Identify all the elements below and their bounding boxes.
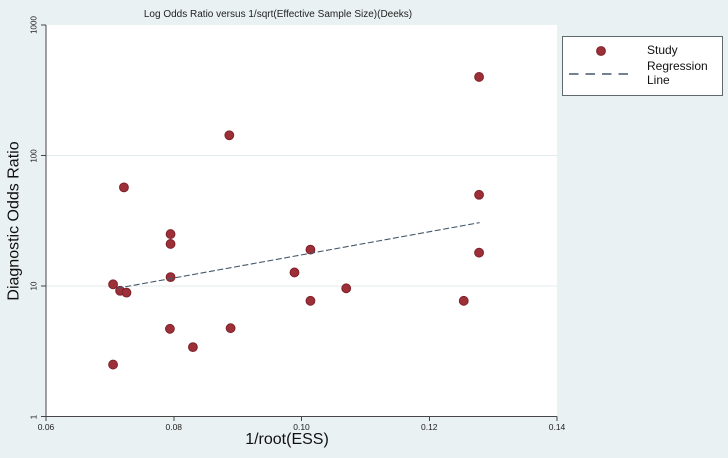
- study-point: [305, 244, 316, 255]
- study-point: [305, 295, 316, 306]
- study-point: [341, 283, 352, 294]
- regression-line: [116, 222, 480, 289]
- x-axis-title: 1/root(ESS): [245, 431, 329, 448]
- study-point: [165, 272, 176, 283]
- legend-item-study: Study: [563, 43, 722, 58]
- study-point: [224, 130, 235, 141]
- plot-area: [46, 25, 557, 417]
- x-tick-label: 0.06: [37, 422, 55, 432]
- x-tick-label: 0.12: [420, 422, 438, 432]
- study-point: [165, 229, 176, 239]
- study-point: [225, 323, 236, 334]
- study-point: [119, 182, 129, 193]
- study-point: [474, 189, 484, 200]
- y-axis-title: Diagnostic Odds Ratio: [6, 141, 23, 301]
- study-point: [458, 295, 469, 306]
- x-tick-label: 0.10: [293, 422, 310, 432]
- legend-regression-label: Regression Line: [647, 59, 708, 87]
- study-point: [289, 267, 300, 278]
- y-tick-label: 100: [29, 148, 39, 163]
- study-point: [474, 247, 484, 258]
- x-tick-label: 0.08: [165, 422, 183, 432]
- study-marker-icon: [563, 45, 639, 57]
- y-tick-label: 10: [29, 281, 39, 291]
- study-point: [474, 72, 484, 82]
- study-point: [165, 239, 176, 249]
- chart-title: Log Odds Ratio versus 1/sqrt(Effective S…: [143, 9, 413, 20]
- y-tick-label: 1: [29, 414, 39, 419]
- study-point: [108, 359, 118, 370]
- legend-item-regression: Regression Line: [563, 59, 722, 88]
- y-tick-label: 1000: [29, 16, 39, 34]
- legend-study-label: Study: [647, 43, 678, 58]
- study-point: [165, 323, 175, 334]
- legend: Study Regression Line: [562, 36, 723, 96]
- study-point: [121, 287, 132, 298]
- y-axis-title-wrap: Diagnostic Odds Ratio: [0, 25, 30, 417]
- x-tick-label: 0.14: [548, 422, 566, 432]
- regression-line-icon: [563, 72, 639, 76]
- study-point: [108, 279, 118, 290]
- study-point: [188, 342, 198, 353]
